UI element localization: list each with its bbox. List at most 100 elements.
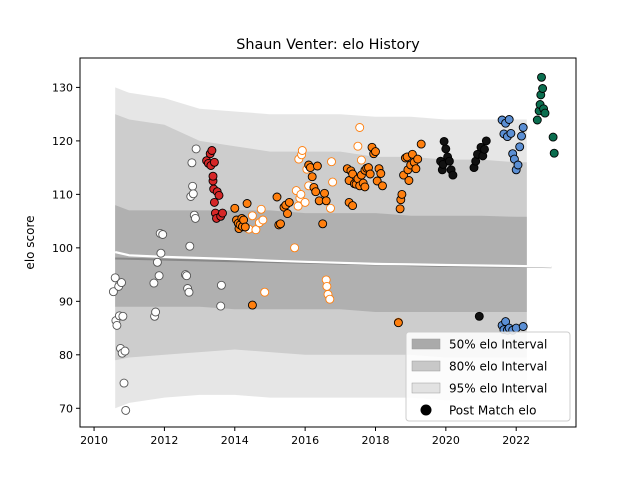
data-point [152,257,162,267]
y-tick-label: 80 [59,349,73,362]
data-point [376,169,386,178]
legend-swatch [411,382,441,394]
data-point [121,405,131,415]
data-point [272,192,282,202]
x-tick-label: 2018 [361,434,389,447]
data-point [184,287,194,297]
y-tick-label: 110 [52,188,73,201]
data-point [325,294,335,304]
data-point [251,225,261,235]
legend-label: 80% elo Interval [449,360,547,374]
x-tick-label: 2020 [432,434,460,447]
data-point [214,190,224,200]
legend-label: 50% elo Interval [449,338,547,352]
data-point [191,144,201,154]
data-point [258,215,268,225]
data-point [209,197,219,207]
data-point [353,141,363,151]
data-point [504,115,514,124]
data-point [322,281,332,291]
data-point [537,72,546,82]
data-point [413,154,423,164]
data-point [187,158,197,168]
y-axis-label: elo score [23,215,37,269]
data-point [480,144,489,154]
data-point [549,148,559,158]
legend-label: 95% elo Interval [449,382,547,396]
data-point [356,155,366,165]
data-point [149,278,159,288]
data-point [208,171,218,181]
data-point [312,161,322,171]
data-point [321,196,331,206]
series-4 [436,136,491,321]
series-0 [108,144,226,415]
data-point [328,177,338,187]
data-point [513,160,523,170]
legend-box [405,331,571,422]
data-point [207,146,217,155]
data-point [300,197,310,207]
data-point [518,322,528,331]
data-point [182,271,192,281]
data-point [326,203,335,213]
chart-title: Shaun Venter: elo History [236,37,420,53]
data-point [218,208,227,218]
post-match-points [108,72,559,415]
data-point [411,164,421,174]
data-point [371,147,380,157]
data-point [256,204,266,214]
series-6 [532,72,559,158]
data-point [110,273,120,283]
data-point [240,222,250,232]
data-point [154,271,164,281]
y-tick-label: 90 [59,295,73,308]
data-point [120,346,130,356]
y-tick-label: 100 [52,242,73,255]
data-point [230,203,240,213]
data-point [117,278,126,288]
y-tick-label: 70 [59,402,73,415]
x-tick-label: 2016 [291,434,319,447]
legend: 50% elo Interval 80% elo Interval 95% elo … [405,331,571,422]
data-point [444,156,454,166]
data-point [320,188,329,198]
data-point [393,318,403,328]
legend-label: Post Match elo [449,404,536,418]
data-point [216,280,226,290]
data-point [439,136,449,146]
series-3 [230,139,426,328]
data-point [397,189,407,199]
data-point [448,170,458,180]
data-point [188,189,198,199]
data-point [365,169,375,179]
data-point [355,123,365,132]
data-point [311,187,321,197]
data-point [108,287,118,297]
data-point [276,219,285,229]
data-point [532,115,542,125]
data-point [190,213,200,223]
data-point [404,176,414,185]
data-point [209,157,219,167]
x-tick-label: 2022 [502,434,530,447]
data-point [538,84,548,93]
data-point [296,189,306,199]
data-point [360,182,370,192]
legend-marker [420,404,432,416]
data-point [185,241,195,251]
data-point [548,132,558,142]
x-tick-label: 2012 [150,434,178,447]
data-point [290,243,300,253]
y-tick-label: 130 [52,81,73,94]
data-point [188,181,198,191]
data-point [515,142,525,152]
data-point [348,201,358,211]
mean-line [114,251,552,268]
data-point [247,211,257,221]
data-point [247,300,257,310]
data-point [156,248,166,258]
plot-frame [79,57,577,428]
